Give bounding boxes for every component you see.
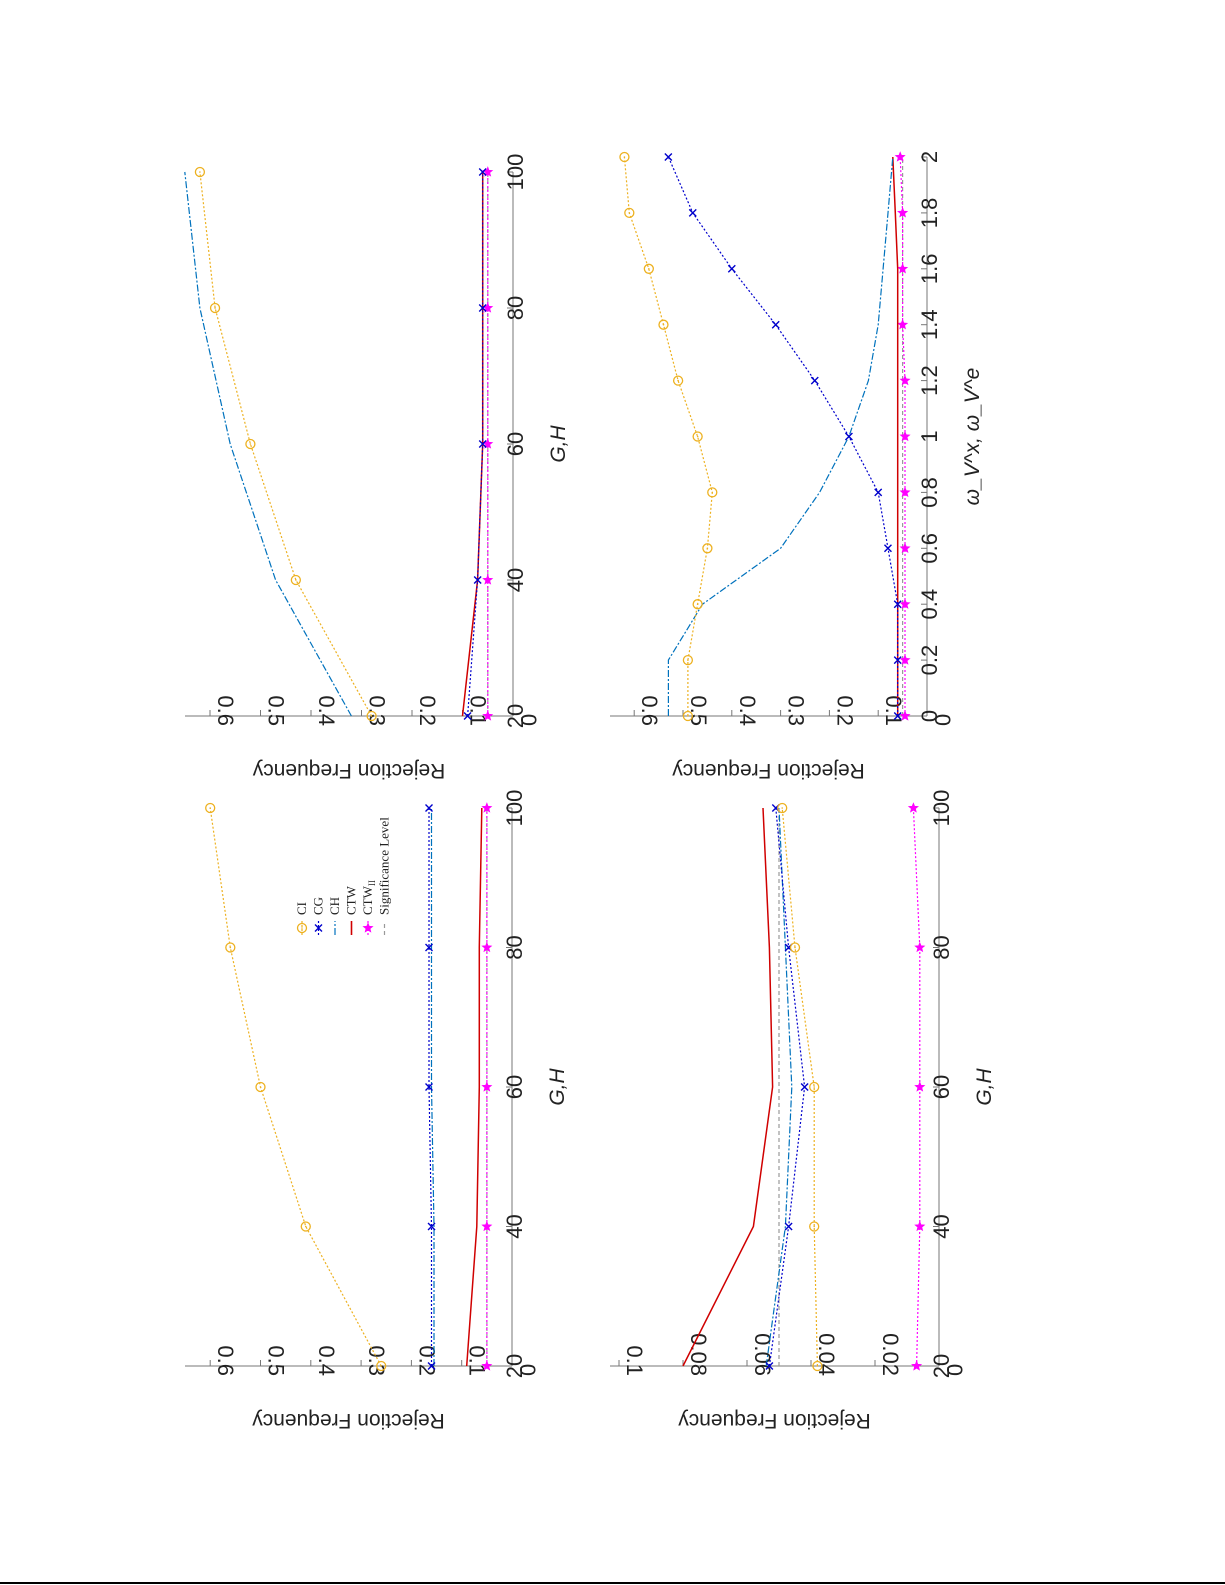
param-tick-label: 100: [929, 790, 954, 827]
value-tick-label: 0.5: [264, 695, 289, 726]
value-tick-label: 0.08: [686, 1333, 711, 1376]
series-CG: [428, 808, 433, 1366]
param-tick-label: 1.6: [917, 254, 942, 285]
series-CTWII: [899, 156, 906, 716]
legend-label: CG: [311, 897, 326, 915]
legend-label: CI: [294, 902, 309, 915]
y-axis-title: Rejection Frequency: [252, 1409, 445, 1432]
param-tick-label: 80: [503, 296, 528, 320]
legend-label: CH: [327, 897, 342, 915]
param-tick-label: 20: [502, 1354, 527, 1378]
series-CG: [467, 172, 484, 717]
panel-3: 0 0.1 0.2 0.3 0.4 0.5 0.6 20 40 60 80 100 Rejection …: [184, 154, 570, 782]
series-CI: [623, 156, 713, 716]
param-tick-label: 40: [929, 1214, 954, 1238]
param-tick-label: 1.4: [917, 309, 942, 340]
value-tick-label: 0.3: [365, 695, 390, 726]
param-tick-label: 20: [503, 704, 528, 728]
param-tick-label: 100: [502, 790, 527, 827]
param-tick-label: 0: [917, 710, 942, 722]
param-tick-label: 1.2: [917, 365, 942, 396]
value-tick-label: 0.3: [364, 1345, 389, 1376]
value-tick-label: 0: [516, 714, 541, 726]
value-tick-label: 0.1: [622, 1345, 647, 1376]
x-axis-title: G,H: [546, 1068, 569, 1106]
x-axis-title: G,H: [973, 1068, 996, 1106]
legend: CI CG CH CTW CTWII Significance Level: [294, 817, 392, 935]
value-tick-label: 0.04: [814, 1333, 839, 1376]
legend-label: CTW: [344, 885, 359, 915]
value-tick-label: 0.1: [465, 1345, 490, 1376]
value-tick-label: 0.3: [784, 695, 809, 726]
value-tick-label: 0.1: [466, 695, 491, 726]
param-tick-label: 60: [929, 1075, 954, 1099]
legend-label: Significance Level: [377, 817, 392, 915]
param-tick-label: 40: [502, 1214, 527, 1238]
param-tick-label: 40: [503, 568, 528, 592]
x-axis-title: ω_V^x, ω_V^e: [961, 368, 984, 506]
param-tick-label: 0.8: [917, 477, 942, 508]
value-tick-label: 0.2: [832, 695, 857, 726]
y-axis-title: Rejection Frequency: [678, 1409, 871, 1432]
param-tick-label: 80: [502, 935, 527, 959]
series-CH: [184, 171, 352, 717]
param-tick-label: 80: [929, 935, 954, 959]
page-bottom-rule: [0, 1582, 1225, 1584]
value-tick-label: 0.4: [314, 1345, 339, 1376]
value-tick-label: 0.2: [414, 1345, 439, 1376]
value-tick-label: 0: [942, 1364, 967, 1376]
value-tick-label: 0.02: [878, 1333, 903, 1376]
x-axis-title: G,H: [547, 425, 570, 463]
param-tick-label: 1.8: [917, 198, 942, 229]
value-tick-label: 0.6: [637, 695, 662, 726]
panel-2: 0 0.02 0.04 0.06 0.08 0.1 20 40 60 80 100 Rejection…: [610, 790, 996, 1432]
param-tick-label: 60: [503, 432, 528, 456]
value-tick-label: 0: [515, 1364, 540, 1376]
series-CG: [768, 807, 806, 1367]
param-tick-label: 100: [503, 154, 528, 191]
param-tick-label: 60: [502, 1075, 527, 1099]
param-tick-label: 1: [917, 430, 942, 442]
y-axis-title: Rejection Frequency: [672, 759, 865, 782]
series-CH: [430, 808, 435, 1366]
value-tick-label: 0.5: [686, 695, 711, 726]
param-tick-label: 2: [917, 151, 942, 163]
series-CTW: [465, 807, 483, 1367]
value-tick-label: 0.6: [213, 1345, 238, 1376]
series-CI: [781, 807, 818, 1367]
series-CH: [765, 807, 793, 1367]
series-CTWII: [912, 807, 921, 1367]
param-tick-label: 0.2: [917, 645, 942, 676]
series-CG: [667, 156, 899, 716]
value-tick-label: 0.5: [264, 1345, 289, 1376]
series-CTW: [892, 156, 899, 716]
panel-4: 00.10.20.30.40.50.6 00.20.40.60.811.21.41…: [610, 151, 984, 782]
legend-label: CTWII: [360, 880, 377, 915]
param-tick-label: 0.4: [917, 589, 942, 620]
param-tick-label: 20: [929, 1354, 954, 1378]
param-tick-label: 0.6: [917, 533, 942, 564]
value-tick-label: 0.4: [735, 695, 760, 726]
panel-1: 0 0.1 0.2 0.3 0.4 0.5 0.6 20 40 60 80 100 Rejection …: [185, 790, 569, 1432]
series-CTW: [682, 807, 774, 1367]
y-axis-title: Rejection Frequency: [252, 759, 445, 782]
value-tick-label: 0.4: [314, 695, 339, 726]
value-tick-label: 0: [930, 714, 955, 726]
value-tick-label: 0.06: [750, 1333, 775, 1376]
value-tick-label: 0.6: [213, 695, 238, 726]
series-CTW: [461, 172, 484, 717]
value-tick-label: 0.2: [415, 695, 440, 726]
series-CI: [199, 171, 373, 717]
